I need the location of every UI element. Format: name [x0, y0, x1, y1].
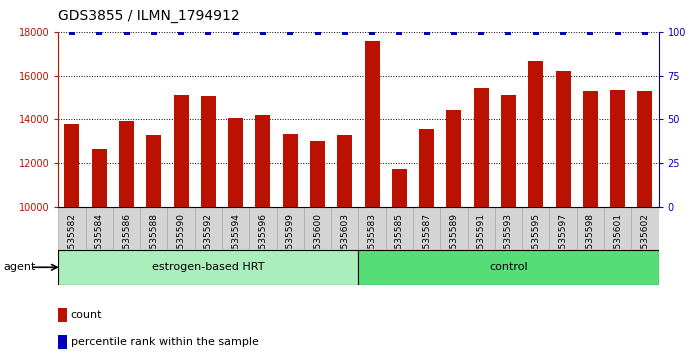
Bar [338, 135, 353, 354]
Bar [119, 121, 134, 354]
Text: GSM535596: GSM535596 [259, 213, 268, 268]
Text: GSM535583: GSM535583 [368, 213, 377, 268]
Text: GSM535599: GSM535599 [286, 213, 295, 268]
Point [585, 29, 596, 35]
Bar [364, 41, 379, 354]
Text: GSM535595: GSM535595 [531, 213, 541, 268]
Bar [310, 141, 325, 354]
Text: GSM535594: GSM535594 [231, 213, 240, 268]
Bar [167, 207, 195, 250]
Text: GSM535591: GSM535591 [477, 213, 486, 268]
Text: GSM535590: GSM535590 [176, 213, 186, 268]
Bar [201, 97, 216, 354]
Bar [255, 115, 270, 354]
Bar [637, 91, 652, 354]
Bar [222, 207, 249, 250]
Point [203, 29, 214, 35]
Bar [610, 90, 625, 354]
Bar [528, 62, 543, 354]
Bar [522, 207, 549, 250]
Text: GSM535592: GSM535592 [204, 213, 213, 268]
Bar [413, 207, 440, 250]
Bar [283, 134, 298, 354]
Bar [64, 124, 80, 354]
Bar [495, 207, 522, 250]
Point [340, 29, 351, 35]
Point [94, 29, 105, 35]
Point [475, 29, 486, 35]
Bar [113, 207, 140, 250]
Bar [228, 118, 243, 354]
Text: count: count [71, 310, 102, 320]
Text: GSM535601: GSM535601 [613, 213, 622, 268]
Point [230, 29, 241, 35]
Point [530, 29, 541, 35]
Bar [146, 135, 161, 354]
Text: control: control [489, 262, 528, 272]
Bar [419, 129, 434, 354]
Point [67, 29, 78, 35]
Bar [249, 207, 276, 250]
Bar [474, 88, 488, 354]
Point [639, 29, 650, 35]
Bar [358, 207, 386, 250]
Point [121, 29, 132, 35]
Text: GSM535588: GSM535588 [150, 213, 158, 268]
Text: GSM535584: GSM535584 [95, 213, 104, 268]
Point [148, 29, 159, 35]
Text: GSM535589: GSM535589 [449, 213, 458, 268]
Bar [583, 91, 598, 354]
Bar [195, 207, 222, 250]
Bar [501, 95, 516, 354]
Text: GSM535587: GSM535587 [422, 213, 431, 268]
Point [366, 29, 377, 35]
Bar [86, 207, 113, 250]
Bar [440, 207, 468, 250]
Text: GSM535593: GSM535593 [504, 213, 513, 268]
Text: agent: agent [3, 262, 36, 272]
Bar [549, 207, 577, 250]
Bar [92, 149, 107, 354]
Bar [468, 207, 495, 250]
Bar [577, 207, 604, 250]
Point [394, 29, 405, 35]
Bar [58, 250, 358, 285]
Bar [447, 110, 462, 354]
Bar [174, 95, 189, 354]
Bar [58, 207, 86, 250]
Text: GSM535585: GSM535585 [395, 213, 404, 268]
Point [503, 29, 514, 35]
Bar [331, 207, 358, 250]
Bar [358, 250, 659, 285]
Bar [631, 207, 659, 250]
Text: GSM535597: GSM535597 [558, 213, 567, 268]
Point [558, 29, 569, 35]
Text: GDS3855 / ILMN_1794912: GDS3855 / ILMN_1794912 [58, 9, 240, 23]
Point [176, 29, 187, 35]
Point [612, 29, 623, 35]
Point [449, 29, 460, 35]
Text: GSM535586: GSM535586 [122, 213, 131, 268]
Bar [386, 207, 413, 250]
Bar [604, 207, 631, 250]
Bar [140, 207, 167, 250]
Point [421, 29, 432, 35]
Bar [556, 71, 571, 354]
Point [312, 29, 323, 35]
Text: GSM535602: GSM535602 [641, 213, 650, 268]
Point [285, 29, 296, 35]
Point [257, 29, 268, 35]
Text: GSM535582: GSM535582 [67, 213, 76, 268]
Text: GSM535598: GSM535598 [586, 213, 595, 268]
Text: GSM535600: GSM535600 [313, 213, 322, 268]
Text: GSM535603: GSM535603 [340, 213, 349, 268]
Bar [392, 169, 407, 354]
Bar [304, 207, 331, 250]
Text: percentile rank within the sample: percentile rank within the sample [71, 337, 259, 347]
Bar [276, 207, 304, 250]
Text: estrogen-based HRT: estrogen-based HRT [152, 262, 265, 272]
